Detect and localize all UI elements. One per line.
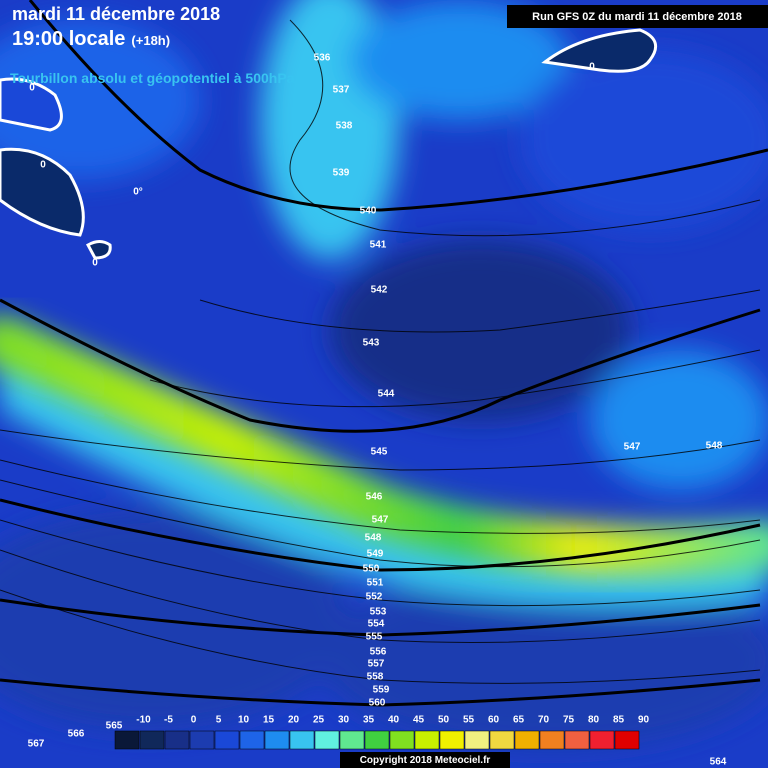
contour-label: 551 — [367, 578, 384, 589]
legend-value: 50 — [438, 715, 450, 726]
contour-label: 567 — [28, 739, 45, 750]
contour-label: 544 — [378, 389, 395, 400]
contour-label: 564 — [710, 757, 727, 768]
geopotential-lines — [0, 19, 761, 684]
legend-swatch — [264, 730, 290, 750]
legend-swatch — [614, 730, 640, 750]
legend: -10 -5 0 5 10 15 20 25 30 35 40 45 50 55 60 65 70 75 80 85 9… — [114, 715, 650, 750]
legend-value: 30 — [338, 715, 350, 726]
contour-label: 548 — [706, 441, 723, 452]
legend-swatch — [389, 730, 415, 750]
legend-swatch — [464, 730, 490, 750]
legend-value: 85 — [613, 715, 625, 726]
labels: 5365375385395405415425435445455465475485… — [28, 53, 727, 768]
legend-value: 90 — [638, 715, 650, 726]
contour-label: 555 — [366, 632, 383, 643]
contour-label: 559 — [373, 685, 390, 696]
zero-contours — [0, 28, 658, 260]
legend-swatch — [189, 730, 215, 750]
contour-label: 536 — [314, 53, 331, 64]
geopotential-major-lines — [0, 0, 768, 707]
overlay-boxes — [340, 5, 768, 768]
contour-label: 553 — [370, 607, 387, 618]
contour-label: 548 — [365, 533, 382, 544]
legend-value: 65 — [513, 715, 525, 726]
contour-label: 550 — [363, 564, 380, 575]
legend-swatch — [239, 730, 265, 750]
run-label: Run GFS 0Z du mardi 11 décembre 2018 — [532, 11, 742, 23]
legend-value: -5 — [164, 715, 173, 726]
contour-label: 565 — [106, 721, 123, 732]
contour-label: 540 — [360, 206, 377, 217]
contour-label: 566 — [68, 729, 85, 740]
vorticity-field — [0, 0, 768, 750]
legend-swatch — [114, 730, 140, 750]
contour-label: 549 — [367, 549, 384, 560]
legend-swatch — [564, 730, 590, 750]
legend-value: 80 — [588, 715, 600, 726]
legend-swatch — [214, 730, 240, 750]
legend-swatch — [339, 730, 365, 750]
subtitle: Tourbillon absolu et géopotentiel à 500h… — [10, 70, 295, 86]
contour-label: 547 — [372, 515, 389, 526]
contour-label: 541 — [370, 240, 387, 251]
lead: (+18h) — [131, 33, 170, 48]
time: 19:00 locale — [12, 28, 125, 50]
legend-value: 0 — [191, 715, 197, 726]
legend-value: -10 — [136, 715, 151, 726]
legend-value: 70 — [538, 715, 550, 726]
legend-value: 55 — [463, 715, 475, 726]
contour-label: 557 — [368, 659, 385, 670]
title-time: 19:00 locale (+18h) — [12, 28, 170, 50]
legend-swatch — [514, 730, 540, 750]
legend-swatch — [439, 730, 465, 750]
contour-label: 543 — [363, 338, 380, 349]
contour-label: 558 — [367, 672, 384, 683]
contour-label: 545 — [371, 447, 388, 458]
legend-value: 60 — [488, 715, 500, 726]
contour-label: 538 — [336, 121, 353, 132]
title-date: mardi 11 décembre 2018 — [12, 4, 220, 24]
vorticity-label: 0 — [92, 258, 98, 269]
legend-value: 10 — [238, 715, 250, 726]
legend-value: 75 — [563, 715, 575, 726]
contour-label: 546 — [366, 492, 383, 503]
legend-value: 20 — [288, 715, 300, 726]
vorticity-label: 0 — [589, 62, 595, 73]
legend-value: 35 — [363, 715, 375, 726]
contour-label: 552 — [366, 592, 383, 603]
copyright: Copyright 2018 Meteociel.fr — [360, 755, 491, 766]
legend-value: 25 — [313, 715, 325, 726]
legend-value: 15 — [263, 715, 275, 726]
legend-swatch — [589, 730, 615, 750]
contour-label: 554 — [368, 619, 385, 630]
legend-swatch — [314, 730, 340, 750]
legend-value: 40 — [388, 715, 400, 726]
legend-value: 5 — [216, 715, 222, 726]
contour-label: 547 — [624, 442, 641, 453]
legend-value: 45 — [413, 715, 425, 726]
legend-swatch — [539, 730, 565, 750]
legend-swatch — [414, 730, 440, 750]
vorticity-label: 0 — [29, 83, 35, 94]
contour-label: 560 — [369, 698, 386, 709]
legend-swatch — [164, 730, 190, 750]
contour-label: 542 — [371, 285, 388, 296]
legend-swatch — [289, 730, 315, 750]
legend-swatch — [139, 730, 165, 750]
vorticity-label: 0° — [133, 187, 143, 198]
contour-label: 556 — [370, 647, 387, 658]
contour-label: 539 — [333, 168, 350, 179]
vorticity-label: 0 — [40, 160, 46, 171]
contour-label: 537 — [333, 85, 350, 96]
legend-swatch — [364, 730, 390, 750]
legend-swatch — [489, 730, 515, 750]
